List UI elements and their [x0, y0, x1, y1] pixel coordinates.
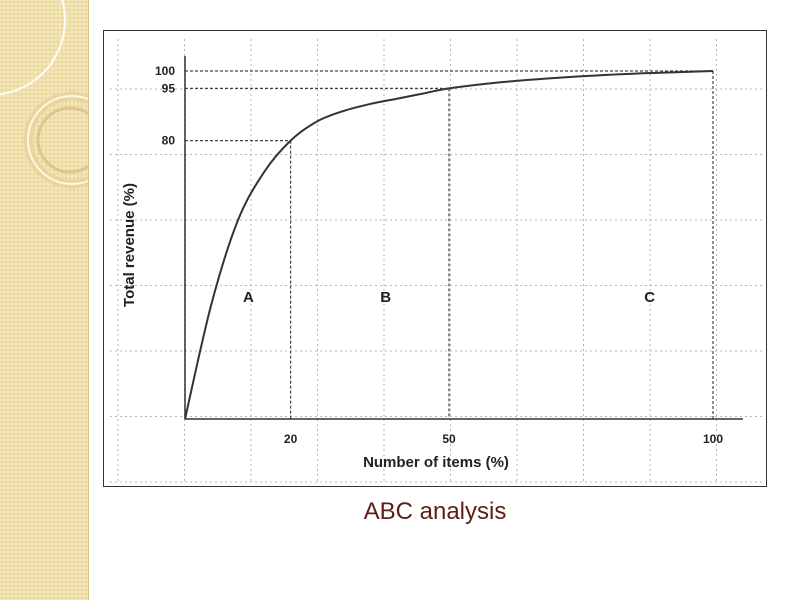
- series: [184, 70, 714, 420]
- cumulative-revenue-curve: [184, 70, 714, 420]
- grid-lines: [110, 39, 762, 483]
- x-tick-label: 100: [703, 432, 723, 446]
- tick-labels: 20 50 100 80 95 100: [155, 64, 723, 446]
- abc-chart: 20 50 100 80 95 100 A B C Number of items (%) T…: [110, 39, 762, 483]
- y-axis-label: Total revenue (%): [121, 183, 138, 307]
- y-tick-label: 100: [155, 64, 175, 78]
- region-label-b: B: [380, 289, 391, 306]
- y-tick-label: 95: [162, 81, 176, 95]
- region-labels: A B C: [243, 289, 655, 306]
- region-label-c: C: [644, 289, 655, 306]
- reference-lines: [185, 70, 714, 419]
- slide-caption: ABC analysis: [363, 498, 507, 525]
- chart-frame: 20 50 100 80 95 100 A B C Number of items (%) T…: [103, 30, 767, 487]
- axes: [184, 56, 743, 420]
- y-tick-label: 80: [162, 134, 176, 148]
- slide-sidebar: [0, 0, 89, 600]
- region-label-a: A: [243, 289, 254, 306]
- x-tick-label: 20: [284, 432, 298, 446]
- decorative-circles: [0, 0, 88, 189]
- x-axis-label: Number of items (%): [363, 454, 509, 471]
- x-tick-label: 50: [442, 432, 456, 446]
